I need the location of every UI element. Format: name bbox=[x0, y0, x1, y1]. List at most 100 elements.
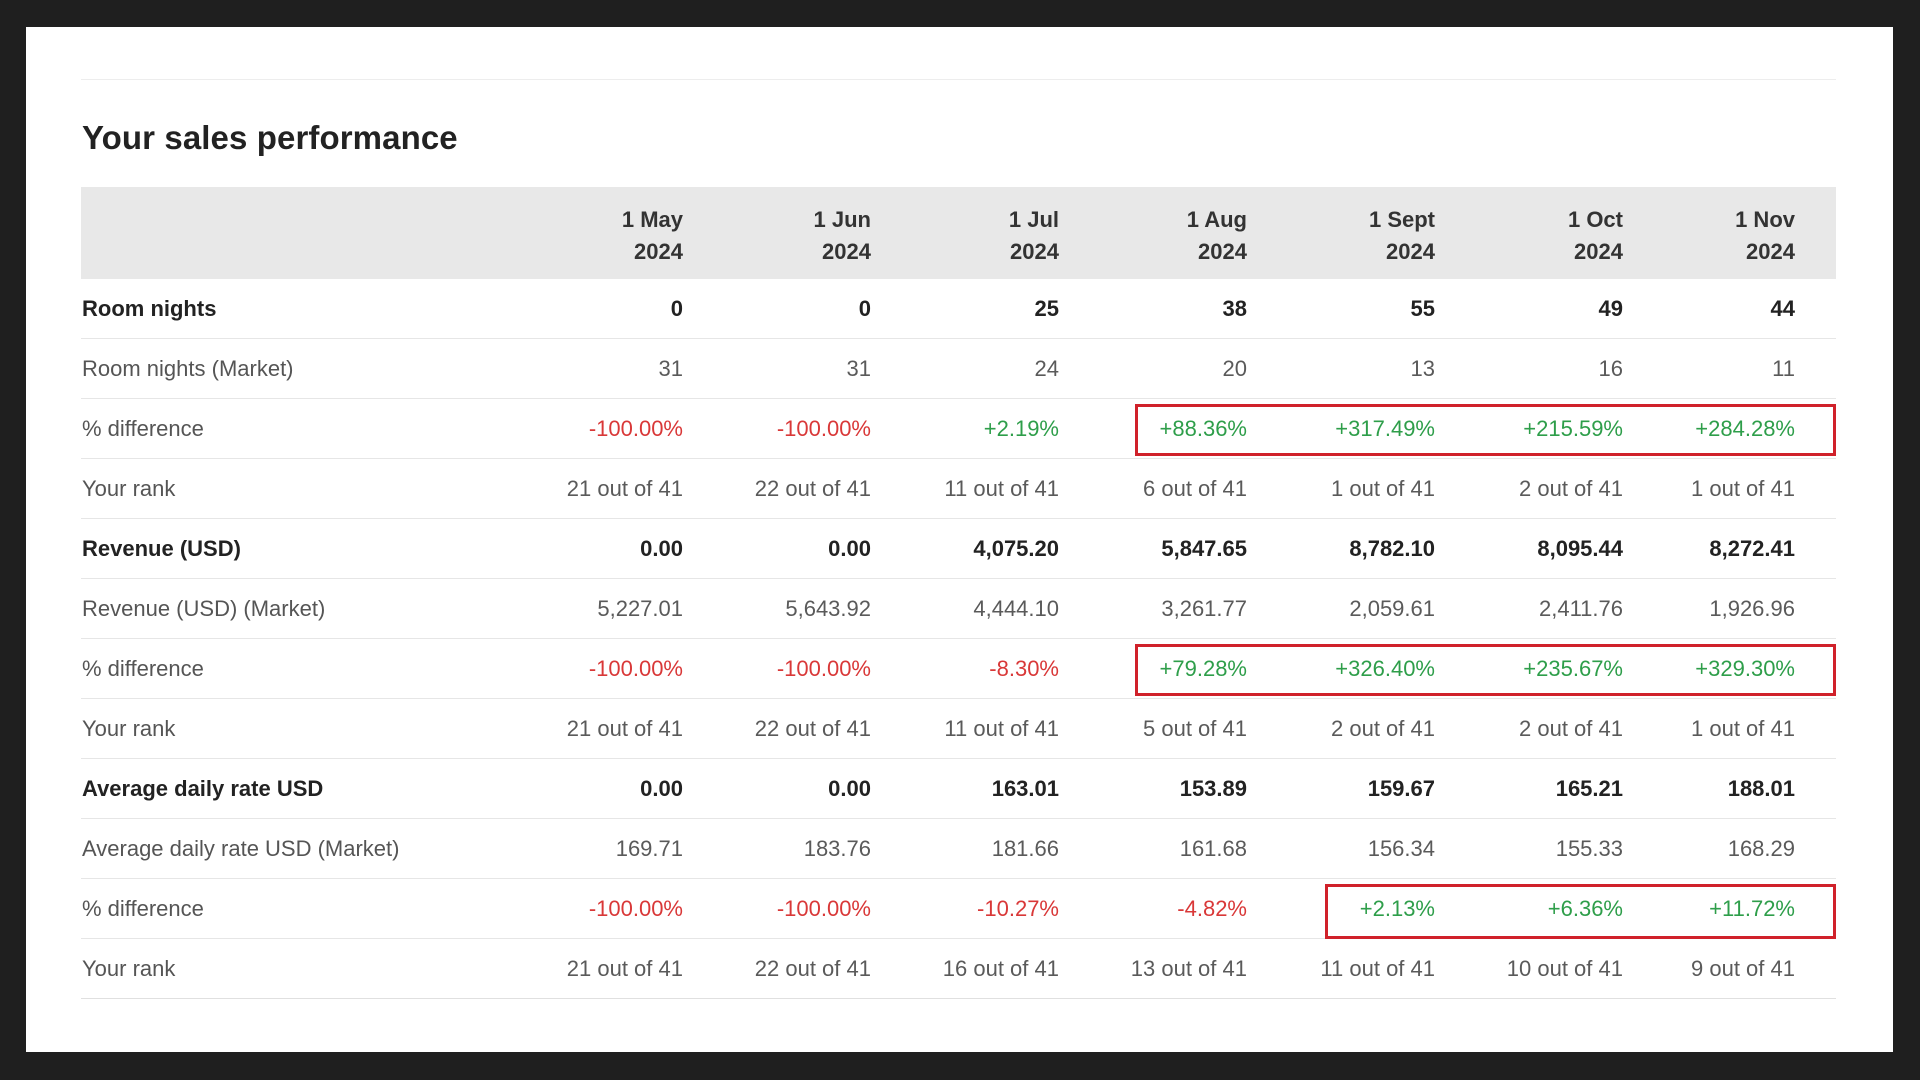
table-cell: +317.49% bbox=[1335, 416, 1435, 441]
table-row: % difference -100.00% -100.00% -8.30% +79.28… bbox=[81, 639, 1836, 699]
table-cell: 168.29 bbox=[1727, 836, 1795, 861]
table-cell: +235.67% bbox=[1523, 656, 1623, 681]
table-cell: 0.00 bbox=[828, 776, 871, 801]
table-cell: 20 bbox=[1222, 356, 1247, 381]
table-cell: 4,075.20 bbox=[973, 536, 1059, 561]
table-cell: 16 out of 41 bbox=[942, 956, 1059, 981]
table-cell: 5,227.01 bbox=[597, 596, 683, 621]
table-cell: +6.36% bbox=[1547, 896, 1623, 921]
table-cell: 5,643.92 bbox=[785, 596, 871, 621]
table-cell: -100.00% bbox=[776, 896, 871, 921]
table-row: Your rank 21 out of 41 22 out of 41 11 out … bbox=[81, 699, 1836, 759]
table-cell: 0.00 bbox=[640, 776, 683, 801]
table-cell: 21 out of 41 bbox=[566, 476, 683, 501]
table-cell: 11 out of 41 bbox=[944, 476, 1059, 501]
table-cell: 8,272.41 bbox=[1709, 536, 1795, 561]
table-cell: +79.28% bbox=[1159, 656, 1247, 681]
top-divider bbox=[81, 79, 1836, 80]
table-cell: -100.00% bbox=[776, 416, 871, 441]
table-row: Room nights 0 0 25 38 55 49 44 bbox=[81, 279, 1836, 339]
table-cell: 22 out of 41 bbox=[754, 476, 871, 501]
table-header: 1 May 2024 1 Jun 2024 1 Jul 2024 1 Aug 2024 … bbox=[81, 187, 1836, 279]
table-cell: -100.00% bbox=[588, 896, 683, 921]
column-header-aug: 1 Aug 2024 bbox=[1186, 207, 1247, 264]
table-cell: 22 out of 41 bbox=[754, 956, 871, 981]
table-cell: 1 out of 41 bbox=[1691, 716, 1795, 741]
table-cell: 1,926.96 bbox=[1709, 596, 1795, 621]
table-cell: 0 bbox=[670, 296, 683, 321]
column-header-sept: 1 Sept 2024 bbox=[1368, 207, 1435, 264]
table-cell: 13 bbox=[1410, 356, 1435, 381]
row-label: Average daily rate USD (Market) bbox=[82, 836, 400, 861]
table-cell: 21 out of 41 bbox=[566, 716, 683, 741]
table-row: Average daily rate USD (Market) 169.71 183… bbox=[81, 819, 1836, 879]
table-body: Room nights 0 0 25 38 55 49 44 Room nights (Mark… bbox=[81, 279, 1836, 999]
table-cell: 44 bbox=[1770, 296, 1795, 321]
table-cell: 21 out of 41 bbox=[566, 956, 683, 981]
table-cell: 49 bbox=[1598, 296, 1623, 321]
table-cell: 8,095.44 bbox=[1537, 536, 1623, 561]
row-label: Room nights (Market) bbox=[82, 356, 294, 381]
table-row: Room nights (Market) 31 31 24 20 13 16 11 bbox=[81, 339, 1836, 399]
table-cell: +215.59% bbox=[1523, 416, 1623, 441]
table-cell: 188.01 bbox=[1727, 776, 1795, 801]
table-row: Revenue (USD) 0.00 0.00 4,075.20 5,847.65 8,7… bbox=[81, 519, 1836, 579]
row-label: % difference bbox=[82, 416, 204, 441]
table-cell: +2.13% bbox=[1359, 896, 1435, 921]
table-cell: +88.36% bbox=[1159, 416, 1247, 441]
table-cell: 38 bbox=[1222, 296, 1247, 321]
table-row: Average daily rate USD 0.00 0.00 163.01 153.… bbox=[81, 759, 1836, 819]
table-row: % difference -100.00% -100.00% +2.19% +88.36… bbox=[81, 399, 1836, 459]
table-cell: 55 bbox=[1410, 296, 1435, 321]
table-cell: 155.33 bbox=[1555, 836, 1623, 861]
table-row: Your rank 21 out of 41 22 out of 41 11 out … bbox=[81, 459, 1836, 519]
table-cell: 2,059.61 bbox=[1349, 596, 1435, 621]
table-cell: 181.66 bbox=[991, 836, 1059, 861]
table-cell: 1 out of 41 bbox=[1691, 476, 1795, 501]
table-cell: 183.76 bbox=[803, 836, 871, 861]
table-cell: -100.00% bbox=[588, 656, 683, 681]
table-row: Revenue (USD) (Market) 5,227.01 5,643.92 4,… bbox=[81, 579, 1836, 639]
column-header-jun: 1 Jun 2024 bbox=[813, 207, 871, 264]
row-label: Average daily rate USD bbox=[82, 776, 324, 801]
table-cell: 4,444.10 bbox=[973, 596, 1059, 621]
row-label: Your rank bbox=[82, 716, 176, 741]
row-label: Revenue (USD) (Market) bbox=[82, 596, 326, 621]
column-header-oct: 1 Oct 2024 bbox=[1567, 207, 1623, 264]
table-cell: 11 out of 41 bbox=[944, 716, 1059, 741]
table-cell: +284.28% bbox=[1695, 416, 1795, 441]
table-cell: 161.68 bbox=[1179, 836, 1247, 861]
table-cell: +329.30% bbox=[1695, 656, 1795, 681]
page-title: Your sales performance bbox=[82, 119, 458, 156]
table-cell: 24 bbox=[1034, 356, 1059, 381]
row-label: Your rank bbox=[82, 956, 176, 981]
column-header-nov: 1 Nov 2024 bbox=[1735, 207, 1795, 264]
table-cell: 163.01 bbox=[991, 776, 1059, 801]
table-cell: 31 bbox=[658, 356, 683, 381]
table-cell: +2.19% bbox=[983, 416, 1059, 441]
table-cell: 13 out of 41 bbox=[1130, 956, 1247, 981]
row-label: Your rank bbox=[82, 476, 176, 501]
table-cell: 5,847.65 bbox=[1161, 536, 1247, 561]
column-header-may: 1 May 2024 bbox=[621, 207, 683, 264]
table-cell: 11 out of 41 bbox=[1320, 956, 1435, 981]
row-label: % difference bbox=[82, 656, 204, 681]
table-cell: 8,782.10 bbox=[1349, 536, 1435, 561]
table-cell: -10.27% bbox=[977, 896, 1059, 921]
table-row: Your rank 21 out of 41 22 out of 41 16 out … bbox=[81, 939, 1836, 999]
row-label: Revenue (USD) bbox=[82, 536, 241, 561]
table-cell: -100.00% bbox=[588, 416, 683, 441]
table-cell: 0.00 bbox=[640, 536, 683, 561]
table-cell: 6 out of 41 bbox=[1143, 476, 1247, 501]
table-cell: 2,411.76 bbox=[1538, 596, 1623, 621]
row-label: Room nights bbox=[82, 296, 217, 321]
table-cell: +11.72% bbox=[1709, 896, 1795, 921]
table-cell: 25 bbox=[1034, 296, 1059, 321]
table-cell: 16 bbox=[1598, 356, 1623, 381]
sales-performance-table: 1 May 2024 1 Jun 2024 1 Jul 2024 1 Aug 2024 … bbox=[81, 187, 1836, 999]
table-cell: 3,261.77 bbox=[1161, 596, 1247, 621]
table-cell: 2 out of 41 bbox=[1331, 716, 1435, 741]
table-cell: 1 out of 41 bbox=[1331, 476, 1435, 501]
table-cell: 0 bbox=[858, 296, 871, 321]
table-cell: 10 out of 41 bbox=[1506, 956, 1623, 981]
